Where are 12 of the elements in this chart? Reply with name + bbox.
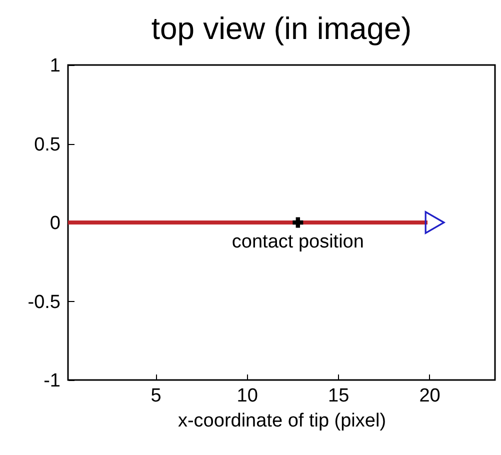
x-tick-label: 15 <box>328 386 350 406</box>
x-tick-label: 20 <box>419 386 440 406</box>
y-tick-label: -1 <box>44 370 60 392</box>
y-tick-label: -0.5 <box>28 292 60 313</box>
y-tick-label: 1 <box>50 56 60 76</box>
chart-title: top view (in image) <box>151 11 412 46</box>
x-axis-title: x-coordinate of tip (pixel) <box>178 410 386 432</box>
y-tick-label: 0 <box>50 213 60 234</box>
y-tick-label: 0.5 <box>34 134 60 156</box>
x-tick-label: 10 <box>236 386 258 406</box>
annotation: contact position <box>232 232 364 252</box>
x-tick-label: 5 <box>150 386 162 406</box>
